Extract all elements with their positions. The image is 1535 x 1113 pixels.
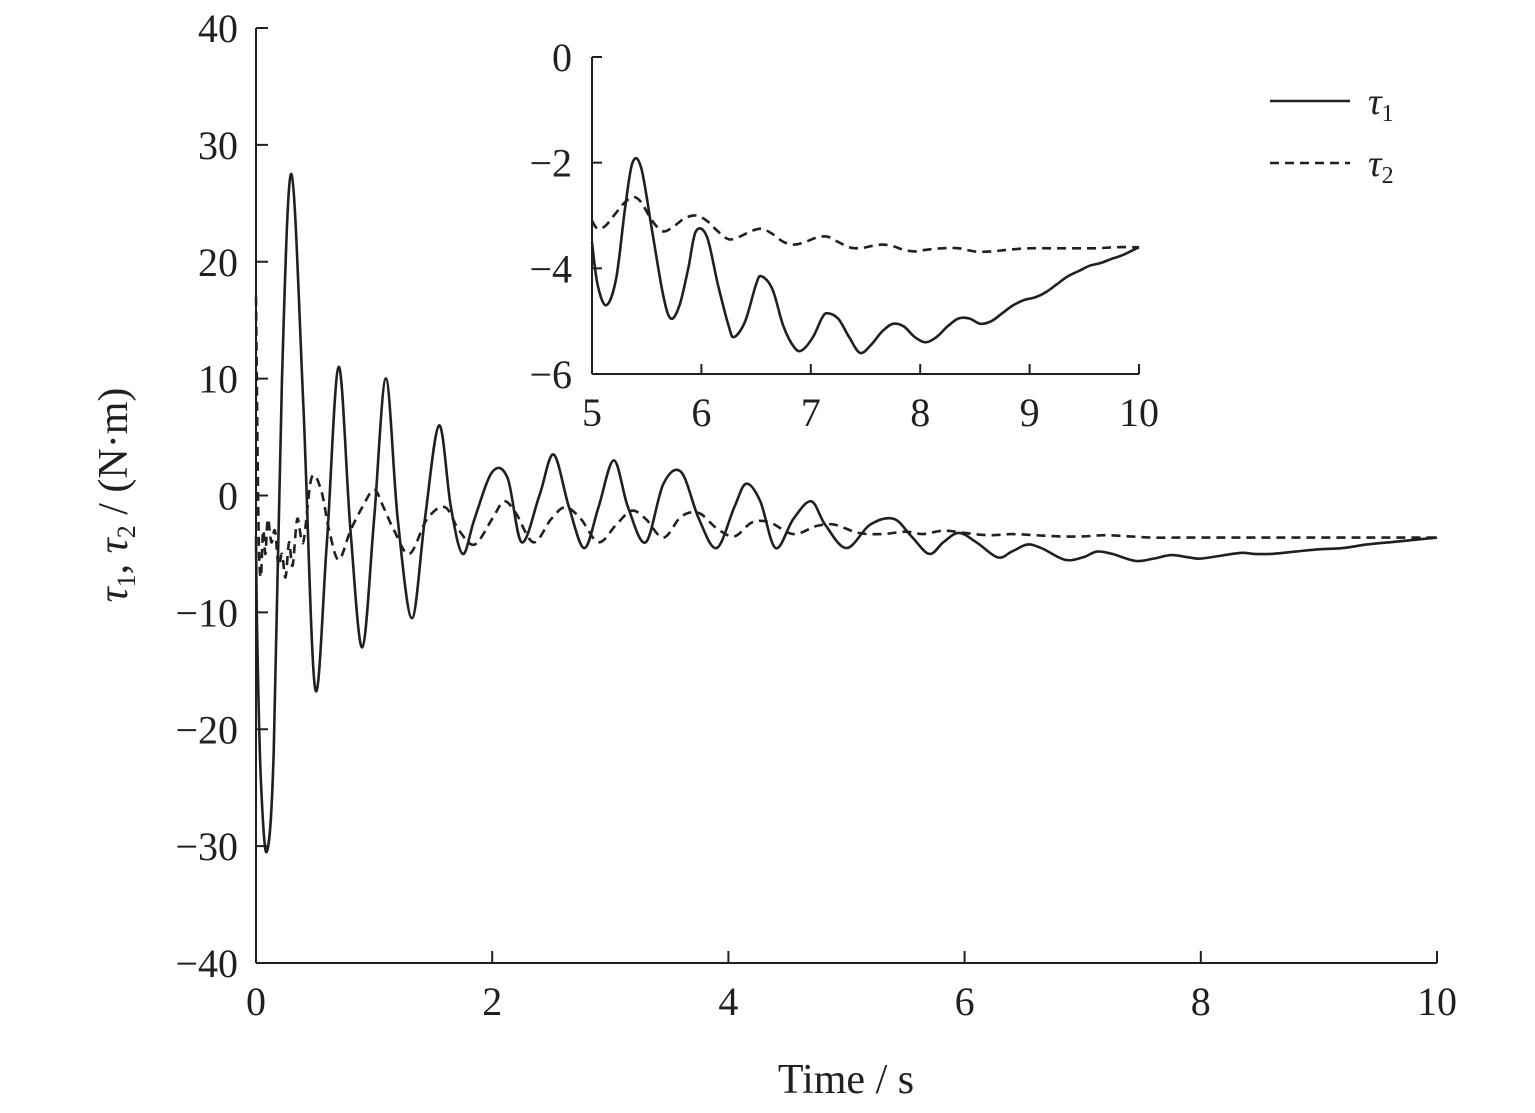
legend: τ1 τ2 (1270, 81, 1394, 189)
inset-series-tau1-line (590, 156, 1140, 355)
main-x-axis-title: Time / s (778, 1057, 914, 1103)
inset-chart: 0 −2 −4 −6 5 6 7 8 9 10 (529, 35, 1159, 435)
main-series-tau2-line (254, 296, 1437, 579)
y-title-sub2: 2 (112, 525, 141, 538)
main-x-tick-label: 0 (246, 979, 266, 1024)
main-y-axis-title: τ1, τ2 / (N·m) (91, 388, 141, 603)
main-x-tick-label: 10 (1417, 979, 1457, 1024)
inset-x-tick-label: 9 (1020, 390, 1040, 435)
main-x-tick-label: 8 (1191, 979, 1211, 1024)
main-y-tick-label: −30 (175, 824, 238, 869)
inset-y-tick-label: −4 (529, 246, 572, 291)
main-series-group (254, 172, 1438, 854)
main-y-tick-label: −20 (175, 707, 238, 752)
main-x-ticks: 0 2 4 6 8 10 (246, 951, 1457, 1024)
inset-y-tick-label: −2 (529, 141, 572, 186)
main-y-tick-label: 30 (198, 123, 238, 168)
inset-x-tick-label: 10 (1119, 390, 1159, 435)
inset-x-tick-label: 8 (910, 390, 930, 435)
y-title-unit: / (N·m) (91, 388, 137, 526)
y-title-sep: , (91, 553, 137, 574)
y-title-tau2: τ (91, 536, 137, 553)
y-title-tau1: τ (91, 585, 137, 602)
inset-x-tick-label: 7 (801, 390, 821, 435)
main-x-tick-label: 2 (482, 979, 502, 1024)
main-series-tau1-line (254, 172, 1438, 854)
inset-y-ticks: 0 −2 −4 −6 (529, 35, 602, 397)
main-y-tick-label: −40 (175, 941, 238, 986)
inset-series-group (590, 156, 1140, 355)
main-x-tick-label: 6 (955, 979, 975, 1024)
main-y-tick-label: 20 (198, 240, 238, 285)
inset-y-tick-label: 0 (552, 35, 572, 80)
inset-series-tau2-line (590, 195, 1140, 254)
inset-x-tick-label: 6 (691, 390, 711, 435)
legend-label-tau2: τ2 (1368, 143, 1394, 189)
inset-y-tick-label: −6 (529, 352, 572, 397)
y-title-sub1: 1 (112, 574, 141, 587)
inset-x-tick-label: 5 (582, 390, 602, 435)
legend-label-tau1: τ1 (1368, 81, 1394, 127)
inset-x-ticks: 5 6 7 8 9 10 (582, 364, 1159, 435)
main-y-tick-label: 10 (198, 357, 238, 402)
main-y-tick-label: 0 (218, 474, 238, 519)
main-y-tick-label: 40 (198, 6, 238, 51)
main-x-tick-label: 4 (718, 979, 738, 1024)
main-y-tick-label: −10 (175, 590, 238, 635)
main-y-ticks: 40 30 20 10 0 −10 −20 −30 −40 (175, 6, 268, 986)
